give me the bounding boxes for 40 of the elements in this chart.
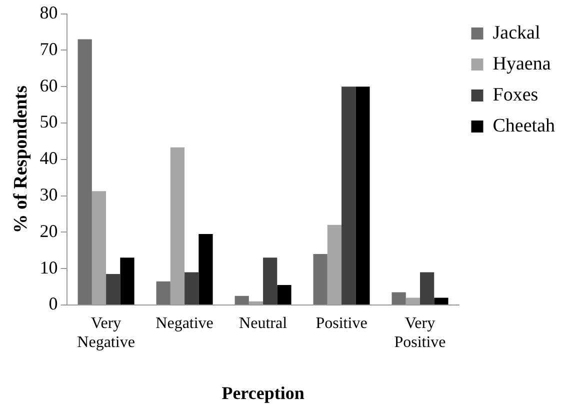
bar: [434, 298, 448, 304]
legend-label: Jackal: [492, 22, 540, 44]
y-tick-label: 0: [48, 294, 58, 314]
x-tick-label: Negative: [156, 314, 214, 332]
bar: [106, 274, 120, 304]
y-tick-label: 40: [40, 148, 58, 168]
y-tick-label: 10: [40, 257, 58, 278]
bar: [392, 292, 406, 304]
bar: [234, 296, 249, 304]
y-axis-title: % of Respondents: [10, 85, 32, 234]
bar: [170, 147, 185, 304]
bar: [184, 272, 199, 304]
y-tick-label: 20: [40, 220, 58, 241]
bar: [327, 224, 342, 304]
legend-label: Hyaena: [492, 53, 552, 74]
y-tick-label: 50: [40, 112, 58, 132]
y-tick-label: 30: [40, 184, 58, 205]
bar: [78, 39, 92, 304]
bar: [120, 258, 134, 304]
bar: [277, 284, 292, 304]
bar: [420, 272, 434, 304]
x-tick-label: Very Positive: [394, 314, 446, 352]
bar: [198, 234, 213, 304]
bar: [263, 258, 278, 304]
x-tick-label: Neutral: [239, 314, 288, 332]
y-tick-label: 80: [40, 2, 58, 23]
legend-label: Foxes: [492, 84, 538, 106]
bar: [342, 86, 356, 304]
bar: [248, 301, 264, 304]
y-tick-label: 60: [40, 75, 58, 96]
bar: [156, 281, 170, 304]
x-tick-label: Very Negative: [77, 314, 135, 352]
x-tick-label: Positive: [316, 314, 368, 332]
legend-label: Cheetah: [492, 115, 556, 136]
bar: [313, 254, 328, 304]
y-tick-label: 70: [40, 38, 58, 59]
x-axis-title: Perception: [222, 382, 304, 403]
bar: [406, 298, 420, 304]
bar: [92, 191, 106, 304]
bar: [356, 86, 370, 304]
